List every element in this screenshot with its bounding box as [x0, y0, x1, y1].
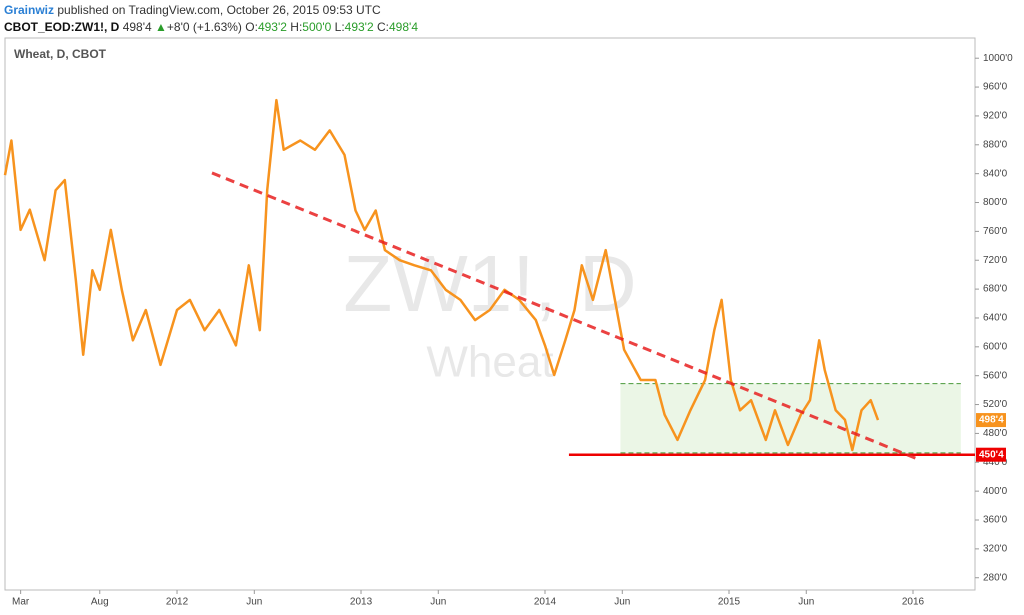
price-marker-label: 498'4 — [979, 415, 1004, 426]
trend-line — [211, 171, 921, 462]
y-tick-label: 600'0 — [983, 341, 1008, 352]
price-line — [3, 98, 880, 452]
ohlc-value: 498'4 — [389, 20, 418, 34]
x-tick-label: 2012 — [166, 597, 189, 608]
price-marker — [976, 447, 1006, 462]
x-tick-label: 2013 — [350, 597, 373, 608]
header: Grainwiz published on TradingView.com, O… — [4, 2, 418, 36]
ohlc-value: 500'0 — [302, 20, 332, 34]
x-tick-label: Mar — [12, 597, 30, 608]
y-tick-label: 400'0 — [983, 486, 1008, 497]
y-tick-label: 280'0 — [983, 572, 1008, 583]
last: 498'4 — [122, 20, 152, 34]
ohlc-value: 493'2 — [257, 20, 287, 34]
author[interactable]: Grainwiz — [4, 3, 55, 17]
range-box — [620, 383, 961, 453]
y-tick-label: 840'0 — [983, 168, 1008, 179]
x-tick-label: Jun — [246, 597, 262, 608]
symbol-line: CBOT_EOD:ZW1!, D 498'4 ▲+8'0 (+1.63%) O:… — [4, 19, 418, 36]
x-tick-label: 2014 — [534, 597, 557, 608]
y-tick-label: 920'0 — [983, 111, 1008, 122]
ohlc-key: L: — [334, 20, 345, 34]
x-tick-label: Aug — [91, 597, 109, 608]
x-tick-label: 2016 — [902, 597, 925, 608]
ohlc-key: C: — [377, 20, 389, 34]
ohlc-value: 493'2 — [344, 20, 374, 34]
y-tick-label: 720'0 — [983, 255, 1008, 266]
y-tick-label: 360'0 — [983, 515, 1008, 526]
y-tick-label: 800'0 — [983, 197, 1008, 208]
ohlc-key: H: — [290, 20, 303, 34]
y-tick-label: 320'0 — [983, 544, 1008, 555]
change: +8'0 (+1.63%) — [166, 20, 242, 34]
arrow: ▲ — [155, 20, 167, 34]
x-tick-label: Jun — [430, 597, 446, 608]
symbol: CBOT_EOD:ZW1!, D — [4, 20, 120, 34]
y-tick-label: 960'0 — [983, 82, 1008, 93]
price-marker-label: 450'4 — [979, 449, 1004, 460]
y-tick-label: 680'0 — [983, 284, 1008, 295]
y-tick-label: 1000'0 — [983, 53, 1013, 64]
x-tick-label: 2015 — [718, 597, 741, 608]
y-tick-label: 760'0 — [983, 226, 1008, 237]
y-tick-label: 520'0 — [983, 399, 1008, 410]
published: published on TradingView.com, October 26… — [57, 3, 381, 17]
y-tick-label: 480'0 — [983, 428, 1008, 439]
watermark: Wheat — [426, 338, 553, 387]
plot-frame — [4, 37, 976, 591]
x-tick-label: Jun — [614, 597, 630, 608]
ohlc-key: O: — [245, 20, 258, 34]
y-tick-label: 640'0 — [983, 313, 1008, 324]
x-tick-label: Jun — [798, 597, 814, 608]
legend: Wheat, D, CBOT — [14, 47, 107, 61]
y-tick-label: 560'0 — [983, 370, 1008, 381]
y-tick-label: 880'0 — [983, 139, 1008, 150]
price-marker — [976, 413, 1006, 428]
y-tick-label: 440'0 — [983, 457, 1008, 468]
